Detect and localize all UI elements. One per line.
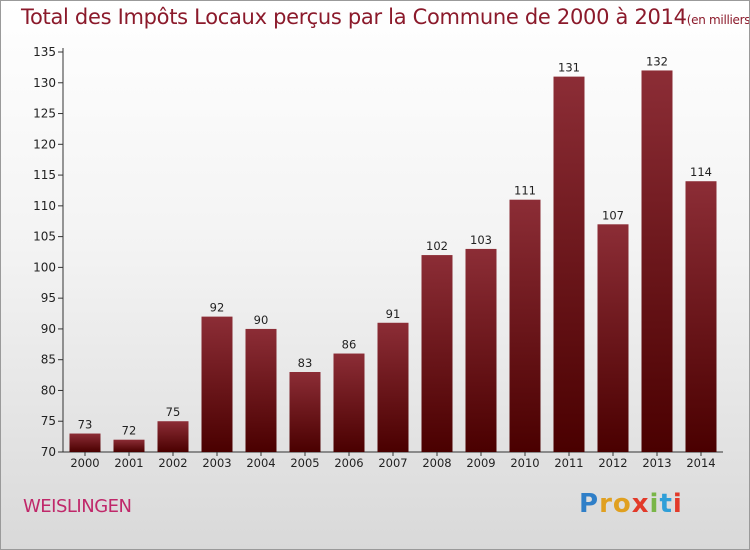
bar: [465, 248, 497, 452]
x-tick-label: 2005: [290, 456, 319, 470]
bar: [157, 421, 189, 452]
data-label: 107: [602, 208, 624, 222]
y-tick-label: 110: [33, 199, 56, 213]
bar: [333, 353, 365, 452]
bar: [69, 433, 101, 452]
x-tick-label: 2001: [114, 456, 143, 470]
x-tick-label: 2007: [378, 456, 407, 470]
x-tick-label: 2014: [686, 456, 715, 470]
data-label: 114: [690, 165, 712, 179]
bar: [201, 316, 233, 452]
y-tick-label: 95: [41, 291, 56, 305]
y-tick-label: 125: [33, 107, 56, 121]
bar: [289, 372, 321, 452]
chart-title: Total des Impôts Locaux perçus par la Co…: [21, 5, 750, 29]
data-label: 90: [254, 313, 269, 327]
x-tick-label: 2011: [554, 456, 583, 470]
y-tick-label: 115: [33, 168, 56, 182]
bar: [245, 328, 277, 452]
chart-title-text: Total des Impôts Locaux perçus par la Co…: [21, 5, 687, 29]
y-tick-label: 105: [33, 230, 56, 244]
proxiti-logo: Proxiti: [579, 489, 683, 519]
x-tick-label: 2000: [70, 456, 99, 470]
chart-axes: 70 75 80 85 90 95 100 105 110 115 120 125 130 135: [33, 45, 723, 459]
x-tick-label: 2010: [510, 456, 539, 470]
data-label: 91: [386, 307, 401, 321]
data-label: 131: [558, 61, 580, 75]
data-label: 92: [210, 301, 225, 315]
x-tick-label: 2013: [642, 456, 671, 470]
x-tick-label: 2002: [158, 456, 187, 470]
commune-name: WEISLINGEN: [23, 496, 132, 517]
x-tick-label: 2003: [202, 456, 231, 470]
x-tick-label: 2009: [466, 456, 495, 470]
data-label: 111: [514, 184, 536, 198]
y-tick-label: 130: [33, 76, 56, 90]
y-tick-label: 85: [41, 353, 56, 367]
x-tick-label: 2006: [334, 456, 363, 470]
x-tick-label: 2008: [422, 456, 451, 470]
data-label: 83: [298, 356, 313, 370]
data-label: 103: [470, 233, 492, 247]
y-tick-label: 70: [41, 445, 56, 459]
bar: [509, 199, 541, 452]
data-label: 102: [426, 239, 448, 253]
y-tick-label: 75: [41, 414, 56, 428]
y-tick-label: 120: [33, 137, 56, 151]
bar: [641, 70, 673, 452]
bar: [597, 224, 629, 452]
x-tick-label: 2004: [246, 456, 275, 470]
data-label: 86: [342, 338, 357, 352]
bar: [685, 181, 717, 452]
bar: [113, 439, 145, 452]
data-label: 132: [646, 54, 668, 68]
chart-bars: [69, 70, 717, 452]
bar: [553, 76, 585, 452]
data-label: 73: [78, 418, 93, 432]
chart-unit: (en milliers d'€): [686, 13, 750, 27]
data-label: 75: [166, 405, 181, 419]
y-tick-label: 135: [33, 45, 56, 59]
data-label: 72: [122, 424, 137, 438]
bar: [421, 255, 453, 452]
chart-labels: 2000 73 2001 72 2002 75 2003 92 2004 90 2005 83 2006…: [70, 54, 715, 470]
x-tick-label: 2012: [598, 456, 627, 470]
y-tick-label: 90: [41, 322, 56, 336]
y-tick-label: 80: [41, 383, 56, 397]
bar: [377, 322, 409, 452]
y-tick-label: 100: [33, 260, 56, 274]
